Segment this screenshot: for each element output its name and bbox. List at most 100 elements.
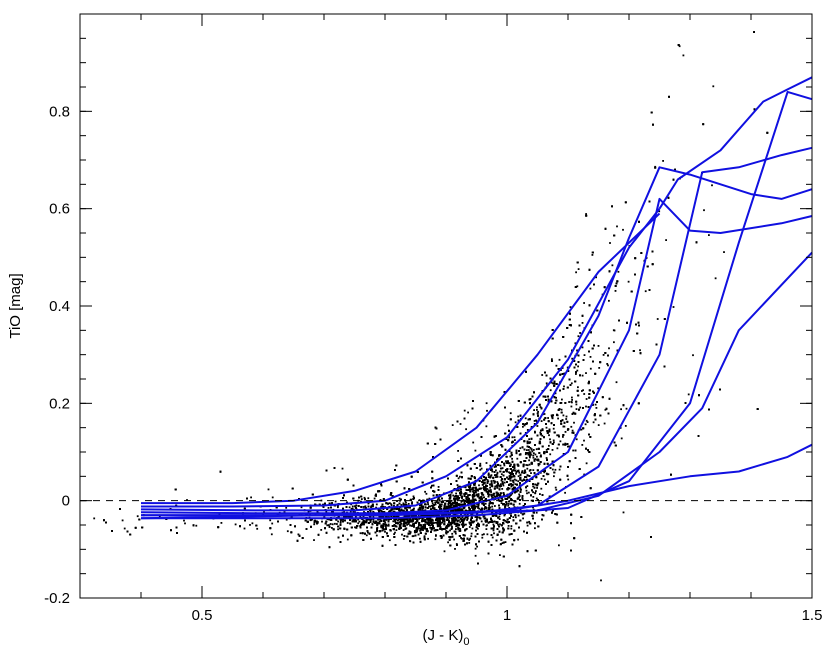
scatter-point <box>526 492 528 495</box>
scatter-point <box>507 503 510 505</box>
scatter-point <box>541 434 544 437</box>
scatter-point <box>455 525 457 528</box>
scatter-point <box>492 479 495 482</box>
scatter-point <box>493 492 496 495</box>
scatter-point <box>581 346 584 349</box>
scatter-point <box>348 506 351 509</box>
scatter-point <box>549 438 551 441</box>
scatter-point <box>427 537 429 540</box>
scatter-point <box>571 431 574 434</box>
scatter-point <box>402 502 405 505</box>
scatter-point <box>592 421 595 424</box>
scatter-point <box>455 543 458 545</box>
scatter-point <box>585 462 588 465</box>
scatter-point <box>583 439 585 442</box>
scatter-point <box>541 374 544 376</box>
scatter-point <box>555 488 558 491</box>
scatter-point <box>554 468 557 471</box>
scatter-point <box>518 493 521 496</box>
scatter-point <box>341 467 344 470</box>
scatter-point <box>576 369 579 372</box>
scatter-point <box>186 499 188 501</box>
scatter-point <box>517 475 520 478</box>
scatter-point <box>566 366 569 369</box>
scatter-point <box>269 519 272 522</box>
scatter-point <box>450 499 453 502</box>
scatter-point <box>467 494 469 497</box>
scatter-point <box>400 504 403 506</box>
scatter-point <box>536 425 539 427</box>
scatter-point <box>577 386 579 389</box>
scatter-point <box>711 184 713 187</box>
scatter-point <box>460 537 462 539</box>
scatter-point <box>553 475 555 478</box>
scatter-point <box>267 488 270 491</box>
scatter-point <box>597 424 600 426</box>
scatter-point <box>565 415 568 418</box>
scatter-point <box>551 417 554 419</box>
scatter-point <box>615 381 618 384</box>
scatter-point <box>555 364 558 367</box>
scatter-point <box>532 485 534 488</box>
scatter-point <box>358 520 361 523</box>
scatter-point <box>489 506 492 509</box>
scatter-point <box>540 477 543 480</box>
scatter-point <box>536 406 538 409</box>
scatter-point <box>620 408 622 411</box>
scatter-point <box>459 423 462 425</box>
scatter-point <box>609 242 611 244</box>
scatter-point <box>560 402 563 404</box>
scatter-point <box>451 509 454 512</box>
scatter-point <box>508 471 510 474</box>
scatter-point <box>513 506 516 508</box>
scatter-point <box>519 447 522 450</box>
scatter-point <box>473 489 475 492</box>
scatter-point <box>388 539 391 542</box>
scatter-point <box>503 514 506 517</box>
scatter-point <box>536 487 538 489</box>
scatter-point <box>390 503 393 506</box>
scatter-point <box>532 456 535 459</box>
scatter-point <box>468 526 471 528</box>
scatter-point <box>394 520 397 523</box>
scatter-point <box>285 506 288 509</box>
scatter-point <box>123 527 126 530</box>
scatter-point <box>250 496 252 499</box>
scatter-point <box>428 497 431 500</box>
scatter-point <box>540 454 542 457</box>
scatter-point <box>493 466 496 468</box>
scatter-point <box>532 491 534 494</box>
scatter-point <box>479 499 482 501</box>
scatter-point <box>448 519 450 522</box>
scatter-point <box>453 495 456 498</box>
scatter-point <box>586 421 589 423</box>
scatter-point <box>243 527 246 530</box>
scatter-point <box>452 518 454 520</box>
scatter-point <box>454 532 457 535</box>
scatter-point <box>373 497 376 500</box>
scatter-point <box>445 500 448 503</box>
scatter-point <box>496 481 499 483</box>
scatter-point <box>491 494 494 497</box>
scatter-point <box>501 488 504 490</box>
scatter-point <box>515 479 518 482</box>
scatter-point <box>183 519 185 522</box>
scatter-point <box>468 542 471 544</box>
scatter-point <box>559 440 562 443</box>
scatter-point <box>498 518 501 520</box>
scatter-point <box>472 441 475 444</box>
scatter-point <box>511 498 513 501</box>
scatter-point <box>682 54 685 57</box>
scatter-point <box>481 533 484 536</box>
scatter-point <box>477 527 479 530</box>
scatter-point <box>575 438 578 441</box>
scatter-point <box>377 518 379 521</box>
scatter-point <box>492 529 495 532</box>
scatter-point <box>594 403 597 406</box>
scatter-point <box>384 521 387 524</box>
scatter-point <box>425 492 428 495</box>
scatter-point <box>297 533 300 536</box>
scatter-point <box>431 507 434 509</box>
scatter-point <box>528 469 531 472</box>
